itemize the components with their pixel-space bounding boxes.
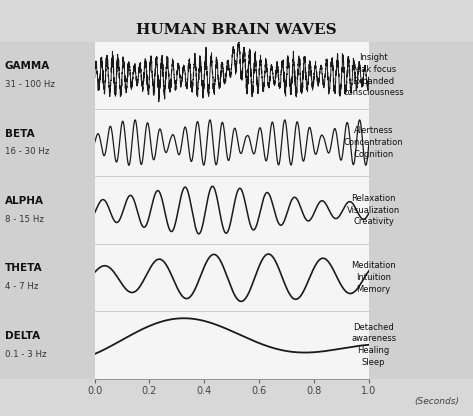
Text: 31 - 100 Hz: 31 - 100 Hz: [5, 80, 54, 89]
Text: DELTA: DELTA: [5, 331, 40, 341]
Text: (Seconds): (Seconds): [414, 396, 459, 406]
Text: ALPHA: ALPHA: [5, 196, 44, 206]
Text: 0.1 - 3 Hz: 0.1 - 3 Hz: [5, 349, 46, 359]
Text: THETA: THETA: [5, 263, 43, 273]
Text: GAMMA: GAMMA: [5, 61, 50, 71]
Text: Insight
Peak focus
Expanded
consciousness: Insight Peak focus Expanded consciousnes…: [343, 53, 404, 97]
Text: 8 - 15 Hz: 8 - 15 Hz: [5, 215, 44, 224]
Text: HUMAN BRAIN WAVES: HUMAN BRAIN WAVES: [136, 23, 337, 37]
Text: Relaxation
Visualization
Creativity: Relaxation Visualization Creativity: [347, 194, 400, 226]
Text: 4 - 7 Hz: 4 - 7 Hz: [5, 282, 38, 291]
Text: Meditation
Intuition
Memory: Meditation Intuition Memory: [351, 261, 396, 294]
Text: BETA: BETA: [5, 129, 35, 139]
Text: Alertness
Concentration
Cognition: Alertness Concentration Cognition: [344, 126, 403, 159]
Text: Detached
awareness
Healing
Sleep: Detached awareness Healing Sleep: [351, 323, 396, 367]
Text: 16 - 30 Hz: 16 - 30 Hz: [5, 147, 49, 156]
